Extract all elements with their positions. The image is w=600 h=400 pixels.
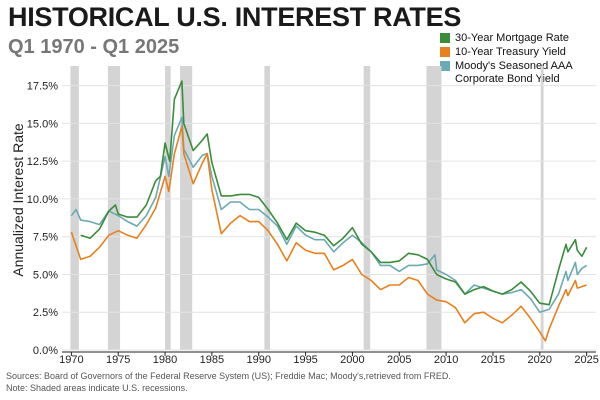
- legend-swatch-treasury: [440, 47, 450, 57]
- chart-title: HISTORICAL U.S. INTEREST RATES: [8, 2, 462, 32]
- y-tick-label-4: 10.0%: [27, 194, 58, 206]
- recession-band-1: [107, 66, 121, 350]
- x-tick-label-4: 1990: [246, 354, 270, 366]
- recession-band-6: [426, 66, 442, 350]
- legend-label-treasury: 10-Year Treasury Yield: [455, 46, 566, 58]
- y-tick-label-2: 5.0%: [33, 269, 58, 281]
- footnote-note: Note: Shaded areas indicate U.S. recessi…: [6, 383, 188, 393]
- x-tick-label-6: 2000: [340, 354, 364, 366]
- y-tick-label-6: 15.0%: [27, 118, 58, 130]
- chart-subtitle: Q1 1970 - Q1 2025: [8, 36, 180, 58]
- y-tick-label-1: 2.5%: [33, 307, 58, 319]
- legend-swatch-aaa: [440, 61, 450, 71]
- legend: 30-Year Mortgage Rate 10-Year Treasury Y…: [440, 32, 600, 87]
- y-tick-label-3: 7.5%: [33, 232, 58, 244]
- x-tick-label-5: 1995: [293, 354, 317, 366]
- footnote-sources: Sources: Board of Governors of the Feder…: [6, 371, 451, 381]
- recession-band-3: [180, 66, 193, 350]
- legend-swatch-mortgage: [440, 33, 450, 43]
- series-line-1: [70, 125, 587, 342]
- recession-band-0: [70, 66, 79, 350]
- recession-band-2: [165, 66, 171, 350]
- recession-band-7: [540, 66, 544, 350]
- x-tick-label-1: 1975: [106, 354, 130, 366]
- x-tick-label-8: 2010: [434, 354, 458, 366]
- footnote: Sources: Board of Governors of the Feder…: [6, 370, 451, 394]
- legend-label-mortgage: 30-Year Mortgage Rate: [455, 32, 569, 44]
- y-tick-label-0: 0.0%: [33, 345, 58, 357]
- x-tick-label-11: 2025: [574, 354, 598, 366]
- x-tick-label-9: 2015: [481, 354, 505, 366]
- y-tick-label-5: 12.5%: [27, 156, 58, 168]
- x-tick-label-10: 2020: [528, 354, 552, 366]
- legend-item-treasury: 10-Year Treasury Yield: [440, 46, 600, 59]
- y-tick-label-7: 17.5%: [27, 81, 58, 93]
- recession-band-5: [363, 66, 371, 350]
- x-tick-label-0: 1970: [59, 354, 83, 366]
- x-tick-label-2: 1980: [153, 354, 177, 366]
- x-tick-label-7: 2005: [387, 354, 411, 366]
- series-line-2: [70, 116, 588, 314]
- x-tick-label-3: 1985: [200, 354, 224, 366]
- legend-item-mortgage: 30-Year Mortgage Rate: [440, 32, 600, 45]
- series-line-0: [80, 80, 588, 306]
- legend-label-aaa: Moody's Seasoned AAA Corporate Bond Yiel…: [455, 60, 573, 85]
- legend-item-aaa: Moody's Seasoned AAA Corporate Bond Yiel…: [440, 60, 600, 86]
